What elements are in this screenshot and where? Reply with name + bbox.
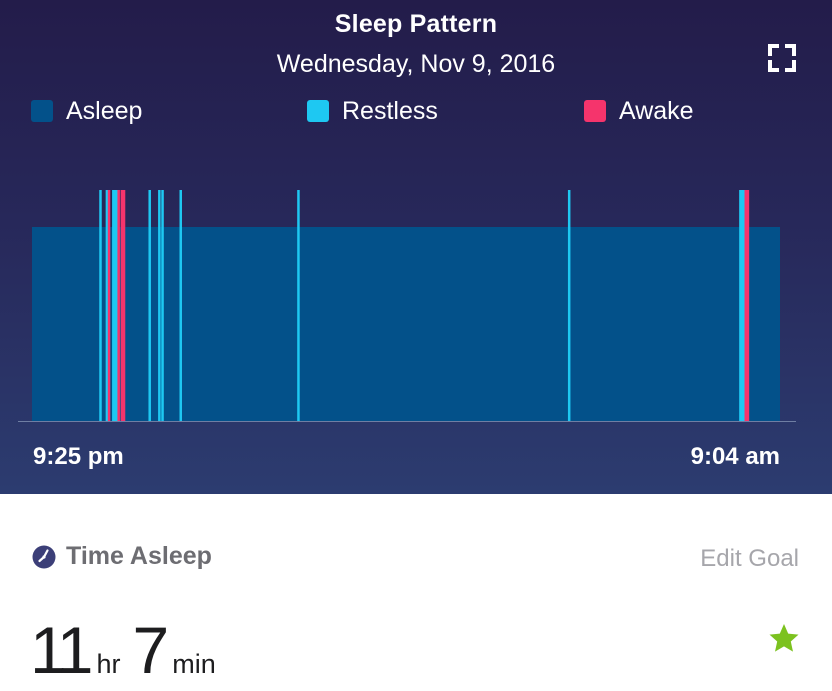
awake-mark [120, 190, 124, 421]
star-icon [769, 624, 799, 652]
restless-mark [105, 190, 109, 421]
legend-swatch-awake [584, 100, 606, 122]
restless-mark [115, 190, 118, 421]
restless-mark [179, 190, 182, 421]
sleep-duration: 11 hr 7 min [30, 612, 228, 688]
awake-mark [746, 190, 750, 421]
awake-mark [107, 190, 111, 421]
restless-mark [112, 190, 115, 421]
duration-hours-unit: hr [96, 649, 121, 679]
legend-label-asleep: Asleep [66, 96, 143, 125]
legend-item-asleep: Asleep [31, 92, 142, 130]
time-asleep-header: Time Asleep [32, 542, 212, 571]
legend-swatch-restless [307, 100, 329, 122]
legend-label-awake: Awake [619, 96, 694, 125]
asleep-band [32, 227, 780, 421]
sleep-pattern-chart[interactable] [0, 150, 832, 440]
legend-label-restless: Restless [342, 96, 438, 125]
awake-mark [744, 190, 748, 421]
restless-mark [742, 190, 745, 421]
duration-minutes-unit: min [172, 649, 216, 679]
legend-item-restless: Restless [307, 92, 438, 130]
chart-end-time: 9:04 am [690, 443, 780, 470]
sleep-header: Sleep Pattern Wednesday, Nov 9, 2016 Asl… [0, 0, 832, 494]
expand-icon [768, 44, 796, 72]
restless-mark [148, 190, 151, 421]
edit-goal-link[interactable]: Edit Goal [700, 545, 799, 572]
restless-mark [99, 190, 102, 421]
restless-mark [740, 190, 743, 421]
chart-start-time: 9:25 pm [33, 443, 124, 470]
restless-mark [158, 190, 161, 421]
clock-icon [32, 545, 56, 568]
duration-minutes: 7 [132, 613, 170, 687]
page-date: Wednesday, Nov 9, 2016 [276, 50, 556, 78]
restless-mark [297, 190, 300, 421]
restless-mark [161, 190, 164, 421]
chart-legend: Asleep Restless Awake [0, 92, 832, 132]
time-asleep-label: Time Asleep [66, 542, 212, 570]
awake-mark [117, 190, 120, 421]
awake-mark [122, 190, 126, 421]
legend-swatch-asleep [31, 100, 53, 122]
expand-button[interactable] [764, 42, 800, 74]
duration-hours: 11 [30, 613, 93, 687]
time-asleep-panel: Time Asleep Edit Goal 11 hr 7 min [0, 494, 832, 691]
legend-item-awake: Awake [584, 92, 694, 130]
page-title: Sleep Pattern [334, 10, 498, 38]
restless-mark [567, 190, 571, 421]
